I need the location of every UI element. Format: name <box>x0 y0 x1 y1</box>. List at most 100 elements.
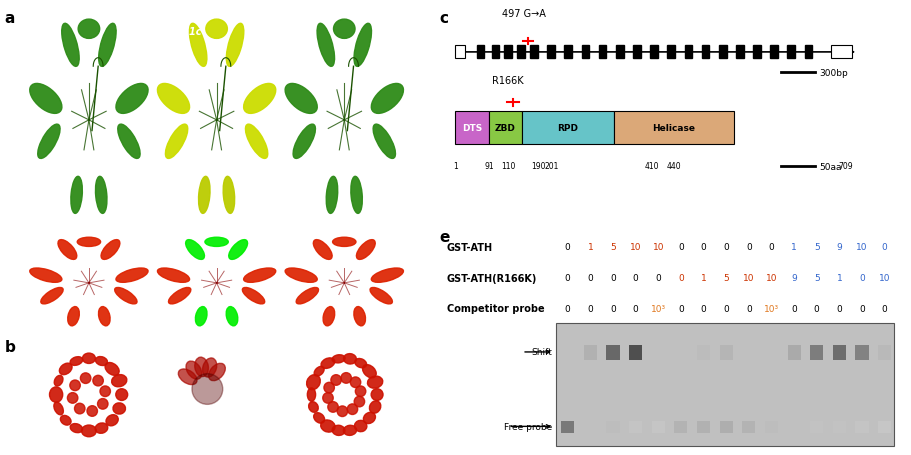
Ellipse shape <box>115 288 137 304</box>
Text: 0: 0 <box>835 304 842 313</box>
Bar <box>491 46 499 59</box>
Ellipse shape <box>331 375 341 385</box>
Text: Free probe: Free probe <box>503 422 551 431</box>
Ellipse shape <box>205 238 228 247</box>
Bar <box>809 346 823 360</box>
Ellipse shape <box>306 375 320 390</box>
Ellipse shape <box>353 307 365 326</box>
Ellipse shape <box>70 380 80 391</box>
Ellipse shape <box>59 364 72 375</box>
Ellipse shape <box>292 125 315 159</box>
Text: 0: 0 <box>700 243 706 252</box>
Ellipse shape <box>322 393 333 403</box>
Text: 0: 0 <box>858 304 864 313</box>
Bar <box>830 46 851 59</box>
Ellipse shape <box>192 374 222 404</box>
Text: 0: 0 <box>632 273 638 283</box>
Text: 50aa: 50aa <box>819 163 841 172</box>
Text: Competitor probe: Competitor probe <box>446 303 544 313</box>
Text: 0: 0 <box>609 304 615 313</box>
Bar <box>583 346 597 360</box>
Ellipse shape <box>98 307 110 326</box>
Text: 10: 10 <box>765 273 776 283</box>
Ellipse shape <box>321 420 334 432</box>
Bar <box>650 46 657 59</box>
Bar <box>476 46 484 59</box>
Ellipse shape <box>285 268 317 283</box>
Text: DTS: DTS <box>462 124 482 132</box>
Bar <box>719 346 732 360</box>
Text: 10: 10 <box>878 273 889 283</box>
Ellipse shape <box>67 307 79 326</box>
Bar <box>684 46 691 59</box>
Bar <box>809 421 823 433</box>
Ellipse shape <box>195 307 207 326</box>
Text: 10: 10 <box>630 243 640 252</box>
Text: 5 μm: 5 μm <box>374 431 389 436</box>
Text: 0.57: 0.57 <box>159 238 186 248</box>
Text: acs1: acs1 <box>287 26 312 36</box>
Bar <box>770 46 777 59</box>
Bar <box>581 46 589 59</box>
Ellipse shape <box>323 383 334 393</box>
Ellipse shape <box>371 389 383 400</box>
Ellipse shape <box>87 406 97 416</box>
Bar <box>855 346 867 360</box>
Text: 190: 190 <box>531 162 546 171</box>
Text: 0: 0 <box>677 243 683 252</box>
Ellipse shape <box>353 24 371 67</box>
Ellipse shape <box>333 238 355 247</box>
Ellipse shape <box>313 413 324 423</box>
Text: 0: 0 <box>677 304 683 313</box>
Ellipse shape <box>245 125 268 159</box>
Ellipse shape <box>97 399 107 409</box>
Text: 300bp: 300bp <box>819 69 847 78</box>
Bar <box>529 46 537 59</box>
Ellipse shape <box>113 403 126 414</box>
Bar <box>613 112 733 145</box>
Text: 9: 9 <box>791 273 796 283</box>
Text: c: c <box>439 11 448 26</box>
Ellipse shape <box>67 393 77 403</box>
Ellipse shape <box>341 373 351 384</box>
Ellipse shape <box>189 24 207 67</box>
Ellipse shape <box>285 84 317 114</box>
Ellipse shape <box>370 288 392 304</box>
Text: atrnh1c: atrnh1c <box>161 346 200 354</box>
Text: 5: 5 <box>609 243 615 252</box>
Ellipse shape <box>354 359 366 368</box>
Ellipse shape <box>226 24 243 67</box>
Text: acs1: acs1 <box>289 346 312 354</box>
Bar <box>564 46 571 59</box>
Text: 5 μm: 5 μm <box>246 431 261 436</box>
Ellipse shape <box>80 373 91 384</box>
Bar <box>547 46 555 59</box>
Ellipse shape <box>96 357 107 366</box>
Ellipse shape <box>356 240 374 260</box>
Ellipse shape <box>70 357 83 366</box>
Text: atrnh1c: atrnh1c <box>159 26 202 36</box>
Text: 5 μm: 5 μm <box>118 431 134 436</box>
Bar <box>599 46 606 59</box>
Bar <box>615 46 623 59</box>
Ellipse shape <box>100 386 110 397</box>
Text: Col-0: Col-0 <box>34 346 59 354</box>
Ellipse shape <box>169 288 190 304</box>
Ellipse shape <box>71 177 82 214</box>
Ellipse shape <box>95 423 107 433</box>
Ellipse shape <box>327 402 338 412</box>
Text: 9: 9 <box>835 243 842 252</box>
Bar <box>455 46 464 59</box>
Ellipse shape <box>353 396 364 407</box>
Text: 0: 0 <box>677 273 683 283</box>
Text: 0: 0 <box>564 273 570 283</box>
Text: 0: 0 <box>881 243 886 252</box>
Ellipse shape <box>363 412 375 424</box>
Ellipse shape <box>186 361 201 379</box>
Ellipse shape <box>30 268 62 283</box>
Text: Col-0: Col-0 <box>32 26 60 36</box>
Text: ZBD: ZBD <box>495 124 516 132</box>
Ellipse shape <box>322 307 334 326</box>
Ellipse shape <box>202 358 217 377</box>
Bar <box>632 46 640 59</box>
